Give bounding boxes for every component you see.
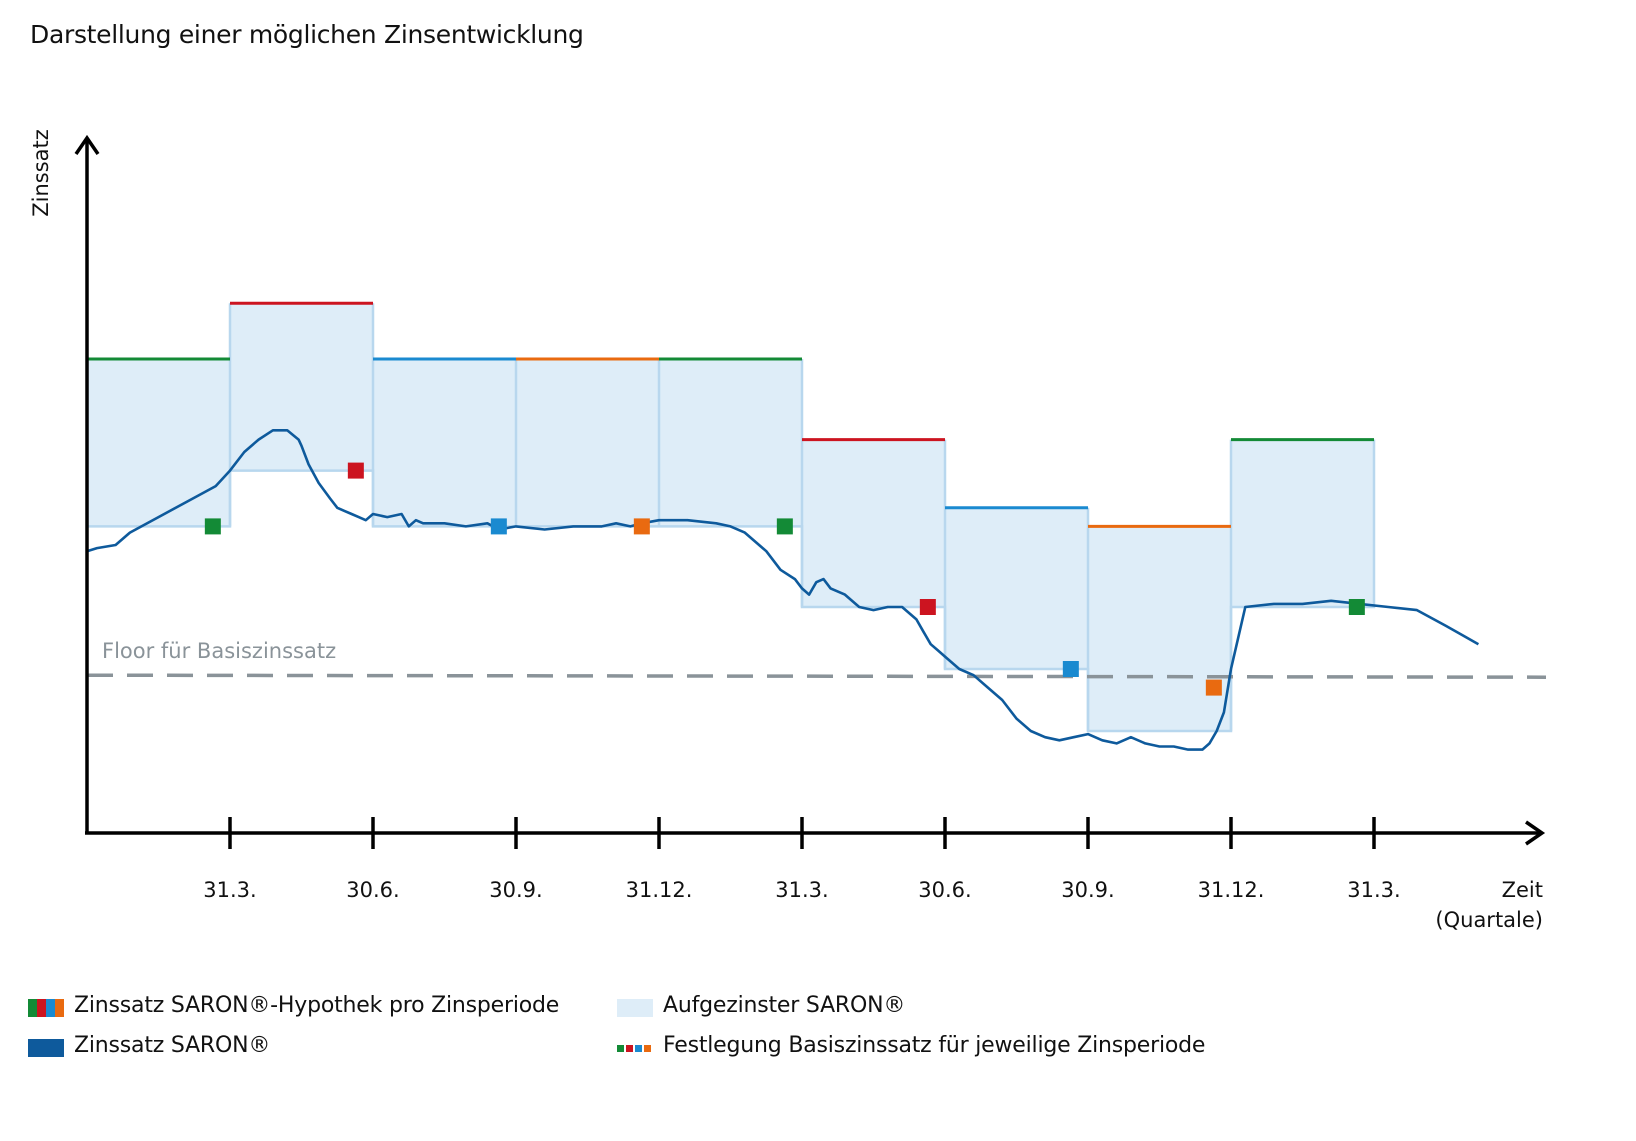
x-tick-label-8: 31.12. [1198, 878, 1265, 902]
floor-line-group: Floor für Basiszinssatz [86, 639, 1547, 679]
legend-label-saron: Zinssatz SARON® [74, 1033, 271, 1058]
y-axis-arrow-icon [74, 134, 100, 155]
floor-line [86, 673, 1547, 679]
y-axis-label: Zinssatz [29, 129, 53, 217]
x-tick-label-7: 30.9. [1061, 878, 1114, 902]
period-rate-lines [87, 301, 1374, 528]
compounded-area-1 [87, 359, 230, 527]
x-axis-label-line-2: (Quartale) [1435, 908, 1543, 932]
saron-line [86, 429, 1480, 751]
multicolor-swatch-icon [28, 999, 64, 1017]
fixing-marker-2 [347, 462, 364, 479]
compounded-swatch-icon [617, 999, 653, 1017]
x-tick-label-3: 30.9. [489, 878, 542, 902]
axis-labels: 31.3. 30.6. 30.9. 31.12. 31.3. 30.6. 30.9. 31.1… [29, 129, 1543, 932]
fixing-marker-3 [490, 518, 507, 535]
x-axis-label-line-1: Zeit [1502, 878, 1543, 902]
x-tick-label-4: 31.12. [626, 878, 693, 902]
fixing-markers [204, 462, 1365, 696]
x-tick-label-5: 31.3. [775, 878, 828, 902]
compounded-area-4 [516, 359, 659, 527]
axes [74, 134, 1546, 849]
compounded-saron-area [87, 303, 1376, 733]
fixing-marker-6 [919, 599, 936, 615]
saron-chart: Floor für Basiszinssatz 31.3. 30.6. 30.9. 3… [29, 129, 1547, 932]
chart-title: Darstellung einer möglichen Zinsentwickl… [30, 20, 584, 49]
compounded-area-8 [1088, 526, 1231, 731]
legend-label-fixing: Festlegung Basiszinssatz für jeweilige Z… [663, 1033, 1206, 1058]
fixing-marker-7 [1062, 661, 1079, 677]
compounded-area-3 [373, 359, 516, 527]
saron-swatch-icon [28, 1039, 64, 1057]
fixing-swatch-icon [617, 1045, 651, 1052]
compounded-area-7 [945, 507, 1088, 669]
fixing-marker-4 [633, 518, 650, 535]
fixing-marker-9 [1348, 599, 1365, 615]
legend-label-period-rate: Zinssatz SARON®-Hypothek pro Zinsperiode [74, 993, 560, 1018]
fixing-marker-8 [1205, 679, 1222, 696]
compounded-area-9 [1231, 439, 1374, 607]
fixing-marker-5 [776, 518, 793, 535]
x-tick-label-1: 31.3. [203, 878, 256, 902]
x-axis-arrow-icon [1525, 820, 1546, 846]
x-tick-label-6: 30.6. [918, 878, 971, 902]
x-tick-label-9: 31.3. [1347, 878, 1400, 902]
legend-label-compounded: Aufgezinster SARON® [663, 993, 906, 1018]
compounded-area-6 [802, 439, 945, 607]
floor-label: Floor für Basiszinssatz [102, 639, 336, 663]
saron-line-group [86, 429, 1480, 751]
compounded-area-5 [659, 359, 802, 527]
fixing-marker-1 [204, 518, 221, 535]
x-tick-label-2: 30.6. [346, 878, 399, 902]
